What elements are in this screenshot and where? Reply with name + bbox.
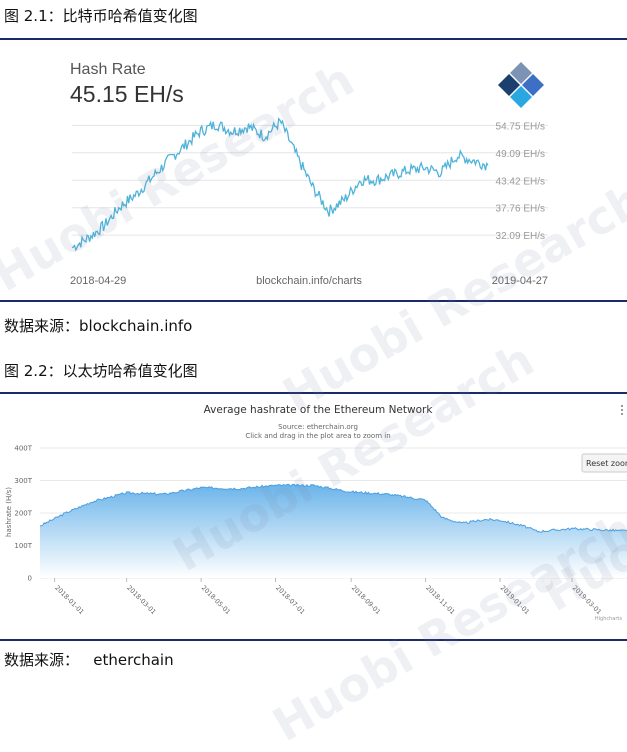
eth-x-tick-label: 2018-05-01 [200,584,232,616]
bitcoin-hashrate-chart[interactable]: Hash Rate 45.15 EH/s 54.75 EH/s 49.09 EH/… [0,40,627,300]
reset-zoom-label: Reset zoom [586,459,627,468]
eth-x-tick-label: 2018-11-01 [424,584,456,616]
eth-y-axis-ticks: 400T 300T 200T 100T 0 [14,445,32,583]
eth-hashrate-line [39,483,627,533]
eth-x-tick-label: 2018-03-01 [125,584,157,616]
eth-y-tick-label: 400T [14,445,32,453]
eth-hashrate-area[interactable] [40,484,627,578]
figure2-source: 数据来源： etherchain [4,651,174,669]
figure1-source: 数据来源：blockchain.info [4,317,193,335]
eth-highcharts-credit: Highcharts [595,616,622,622]
btc-y-tick-label: 43.42 EH/s [496,176,545,187]
figure1-bottom-rule [0,300,627,302]
btc-x-end-label: 2019-04-27 [492,275,548,287]
eth-y-tick-label: 100T [14,542,32,550]
btc-current-value: 45.15 EH/s [70,81,184,107]
eth-y-tick-label: 300T [14,477,32,485]
eth-x-tick-label: 2018-01-01 [53,584,85,616]
eth-x-tick-label: 2019-03-01 [571,584,603,616]
eth-x-tick-label: 2019-01-01 [499,584,531,616]
figure2-caption: 图 2.2：以太坊哈希值变化图 [4,362,198,380]
btc-chart-credit: blockchain.info/charts [256,275,362,287]
eth-chart-title: Average hashrate of the Ethereum Network [204,404,434,416]
btc-chart-title: Hash Rate [70,61,146,78]
eth-x-tick-label: 2018-09-01 [350,584,382,616]
reset-zoom-button[interactable]: Reset zoom [581,453,627,473]
btc-y-tick-label: 37.76 EH/s [496,204,545,215]
btc-y-tick-label: 54.75 EH/s [496,121,545,132]
eth-chart-subtitle: Source: etherchain.org [278,423,358,431]
eth-y-axis-label: hashrate (H/s) [5,487,13,537]
btc-hashrate-line[interactable] [71,117,489,252]
figure1-top-rule [0,38,627,40]
eth-menu-icon[interactable] [621,405,623,415]
eth-x-axis-ticks: 2018-01-01 2018-03-01 2018-05-01 2018-07-01… [53,578,603,616]
figure2-top-rule [0,392,627,394]
bitcoin-hashrate-svg[interactable]: Hash Rate 45.15 EH/s 54.75 EH/s 49.09 EH/… [0,40,627,300]
btc-y-tick-label: 32.09 EH/s [496,231,545,242]
eth-y-tick-label: 200T [14,510,32,518]
btc-y-tick-label: 49.09 EH/s [496,149,545,160]
eth-y-tick-label: 0 [28,575,32,583]
btc-x-start-label: 2018-04-29 [70,275,126,287]
eth-x-tick-label: 2018-07-01 [274,584,306,616]
figure2-bottom-rule [0,639,627,641]
eth-zoom-hint: Click and drag in the plot area to zoom … [245,432,390,440]
figure1-caption: 图 2.1：比特币哈希值变化图 [4,7,198,25]
btc-y-axis-ticks: 54.75 EH/s 49.09 EH/s 43.42 EH/s 37.76 EH/s… [496,121,545,242]
ethereum-hashrate-chart[interactable]: Average hashrate of the Ethereum Network… [0,394,627,638]
ethereum-hashrate-svg[interactable]: Average hashrate of the Ethereum Network… [0,394,627,638]
blockchain-logo-icon [498,62,544,108]
